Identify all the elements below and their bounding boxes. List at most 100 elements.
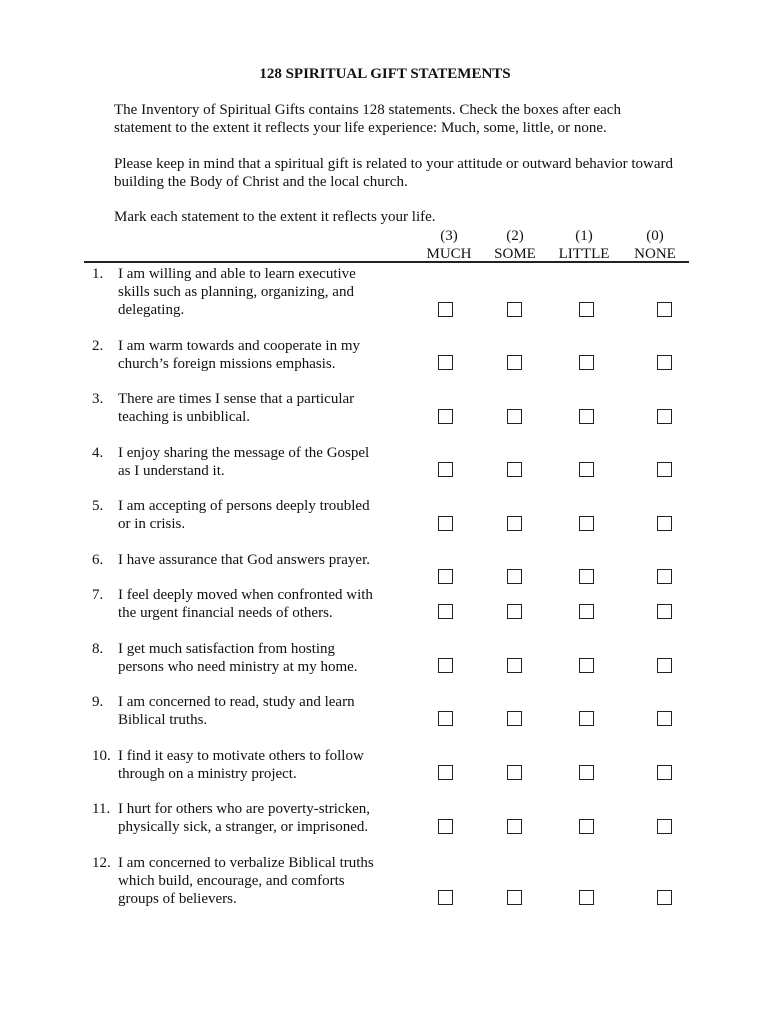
statement-line: I enjoy sharing the message of the Gospe… bbox=[118, 445, 370, 461]
checkbox-some[interactable] bbox=[507, 409, 522, 424]
checkbox-little[interactable] bbox=[579, 890, 594, 905]
checkbox-much[interactable] bbox=[438, 409, 453, 424]
checkbox-some[interactable] bbox=[507, 765, 522, 780]
checkbox-none[interactable] bbox=[657, 409, 672, 424]
checkbox-some[interactable] bbox=[507, 711, 522, 726]
checkbox-none[interactable] bbox=[657, 516, 672, 531]
checkbox-none[interactable] bbox=[657, 302, 672, 317]
statement-line: delegating. bbox=[118, 302, 185, 318]
checkbox-some[interactable] bbox=[507, 890, 522, 905]
statement-number: 3. bbox=[92, 391, 104, 407]
column-header-some: (2) SOME bbox=[480, 227, 550, 263]
checkbox-much[interactable] bbox=[438, 765, 453, 780]
checkbox-none[interactable] bbox=[657, 355, 672, 370]
checkbox-much[interactable] bbox=[438, 890, 453, 905]
statement-number: 2. bbox=[92, 338, 104, 354]
checkbox-much[interactable] bbox=[438, 658, 453, 673]
statement-number: 7. bbox=[92, 587, 104, 603]
intro-line: building the Body of Christ and the loca… bbox=[114, 174, 408, 190]
statement-number: 6. bbox=[92, 552, 104, 568]
statement-text: There are times I sense that a particula… bbox=[118, 390, 354, 426]
checkbox-much[interactable] bbox=[438, 462, 453, 477]
statement-line: skills such as planning, organizing, and bbox=[118, 284, 354, 300]
checkbox-none[interactable] bbox=[657, 819, 672, 834]
statement-text: I get much satisfaction from hosting pers… bbox=[118, 640, 358, 676]
checkbox-some[interactable] bbox=[507, 462, 522, 477]
checkbox-little[interactable] bbox=[579, 604, 594, 619]
checkbox-some[interactable] bbox=[507, 302, 522, 317]
checkbox-much[interactable] bbox=[438, 355, 453, 370]
checkbox-much[interactable] bbox=[438, 516, 453, 531]
checkbox-some[interactable] bbox=[507, 355, 522, 370]
checkbox-some[interactable] bbox=[507, 516, 522, 531]
column-label: LITTLE bbox=[558, 246, 610, 262]
checkbox-some[interactable] bbox=[507, 569, 522, 584]
column-score: (3) bbox=[440, 228, 458, 244]
statement-line: I am willing and able to learn executive bbox=[118, 266, 356, 282]
statement-number: 10. bbox=[92, 748, 111, 764]
statement-text: I am willing and able to learn executive… bbox=[118, 265, 356, 319]
checkbox-much[interactable] bbox=[438, 604, 453, 619]
statement-line: I feel deeply moved when confronted with bbox=[118, 587, 373, 603]
checkbox-little[interactable] bbox=[579, 409, 594, 424]
statement-line: There are times I sense that a particula… bbox=[118, 391, 355, 407]
intro-line: Mark each statement to the extent it ref… bbox=[114, 209, 436, 225]
statement-line: I am accepting of persons deeply trouble… bbox=[118, 498, 370, 514]
statement-number: 1. bbox=[92, 266, 104, 282]
checkbox-much[interactable] bbox=[438, 819, 453, 834]
statement-line: which build, encourage, and comforts bbox=[118, 873, 345, 889]
statement-line: I find it easy to motivate others to fol… bbox=[118, 748, 364, 764]
statement-line: groups of believers. bbox=[118, 891, 237, 907]
checkbox-little[interactable] bbox=[579, 462, 594, 477]
checkbox-none[interactable] bbox=[657, 711, 672, 726]
checkbox-little[interactable] bbox=[579, 711, 594, 726]
statement-line: through on a ministry project. bbox=[118, 766, 297, 782]
checkbox-much[interactable] bbox=[438, 569, 453, 584]
intro-paragraph-2: Please keep in mind that a spiritual gif… bbox=[114, 155, 673, 191]
checkbox-some[interactable] bbox=[507, 604, 522, 619]
intro-line: The Inventory of Spiritual Gifts contain… bbox=[114, 102, 621, 118]
intro-paragraph-1: The Inventory of Spiritual Gifts contain… bbox=[114, 101, 621, 137]
checkbox-little[interactable] bbox=[579, 516, 594, 531]
statement-line: I get much satisfaction from hosting bbox=[118, 641, 336, 657]
checkbox-none[interactable] bbox=[657, 569, 672, 584]
checkbox-little[interactable] bbox=[579, 569, 594, 584]
checkbox-some[interactable] bbox=[507, 819, 522, 834]
statement-text: I am warm towards and cooperate in my chu… bbox=[118, 337, 360, 373]
statement-line: physically sick, a stranger, or imprison… bbox=[118, 819, 369, 835]
statement-line: Biblical truths. bbox=[118, 712, 208, 728]
statement-text: I am concerned to verbalize Biblical tru… bbox=[118, 854, 374, 908]
statement-line: I hurt for others who are poverty-strick… bbox=[118, 801, 370, 817]
statement-text: I feel deeply moved when confronted with… bbox=[118, 586, 373, 622]
checkbox-none[interactable] bbox=[657, 765, 672, 780]
checkbox-much[interactable] bbox=[438, 711, 453, 726]
statement-line: or in crisis. bbox=[118, 516, 186, 532]
column-header-none: (0) NONE bbox=[620, 227, 690, 263]
checkbox-little[interactable] bbox=[579, 355, 594, 370]
checkbox-little[interactable] bbox=[579, 302, 594, 317]
checkbox-little[interactable] bbox=[579, 819, 594, 834]
checkbox-none[interactable] bbox=[657, 604, 672, 619]
column-header-much: (3) MUCH bbox=[414, 227, 484, 263]
statement-number: 8. bbox=[92, 641, 104, 657]
checkbox-none[interactable] bbox=[657, 462, 672, 477]
checkbox-little[interactable] bbox=[579, 765, 594, 780]
statement-line: teaching is unbiblical. bbox=[118, 409, 251, 425]
checkbox-none[interactable] bbox=[657, 890, 672, 905]
header-divider bbox=[84, 261, 689, 263]
statement-line: the urgent financial needs of others. bbox=[118, 605, 333, 621]
statement-number: 4. bbox=[92, 445, 104, 461]
intro-line: Please keep in mind that a spiritual gif… bbox=[114, 156, 674, 172]
statement-line: as I understand it. bbox=[118, 463, 225, 479]
checkbox-some[interactable] bbox=[507, 658, 522, 673]
statement-text: I am accepting of persons deeply trouble… bbox=[118, 497, 370, 533]
checkbox-little[interactable] bbox=[579, 658, 594, 673]
column-score: (2) bbox=[506, 228, 524, 244]
statement-text: I am concerned to read, study and learn B… bbox=[118, 693, 355, 729]
column-label: MUCH bbox=[426, 246, 472, 262]
statement-number: 9. bbox=[92, 694, 104, 710]
statement-text: I find it easy to motivate others to fol… bbox=[118, 747, 364, 783]
checkbox-much[interactable] bbox=[438, 302, 453, 317]
statement-line: I am concerned to read, study and learn bbox=[118, 694, 355, 710]
checkbox-none[interactable] bbox=[657, 658, 672, 673]
